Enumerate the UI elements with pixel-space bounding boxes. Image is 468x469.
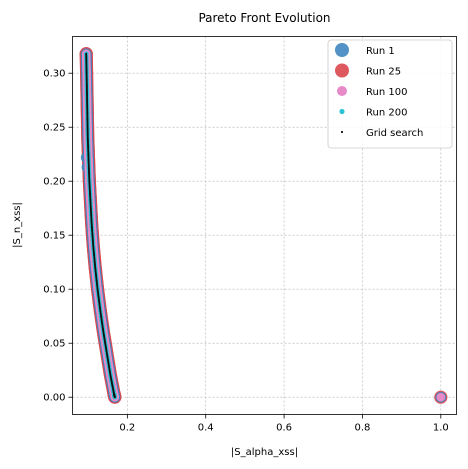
x-tick-label: 0.2 — [119, 423, 135, 434]
legend-marker — [335, 43, 349, 57]
x-tick-label: 1.0 — [433, 423, 449, 434]
x-axis-label: |S_alpha_xss| — [231, 447, 298, 458]
x-tick-label: 0.8 — [355, 423, 371, 434]
y-tick-label: 0.30 — [43, 69, 65, 80]
legend-marker — [340, 130, 344, 134]
legend-marker — [339, 108, 345, 115]
legend-label: Run 1 — [366, 46, 395, 57]
y-tick-label: 0.05 — [43, 339, 65, 350]
y-axis-ticks: 0.00 0.05 0.10 0.15 0.20 0.25 0.30 — [43, 69, 73, 404]
y-tick-label: 0.20 — [43, 177, 65, 188]
y-tick-label: 0.15 — [43, 231, 65, 242]
y-axis-label: |S_n_xss| — [12, 202, 23, 248]
legend-box — [327, 39, 453, 149]
point — [436, 392, 446, 402]
y-tick-label: 0.10 — [43, 285, 65, 296]
x-tick-label: 0.4 — [198, 423, 214, 434]
legend-label: Grid search — [366, 128, 423, 139]
legend-marker — [335, 63, 349, 78]
x-axis-ticks: 0.2 0.4 0.6 0.8 1.0 — [119, 414, 449, 434]
legend-label: Run 25 — [366, 67, 401, 78]
legend-label: Run 200 — [366, 108, 407, 119]
x-tick-label: 0.6 — [276, 423, 292, 434]
series-layer — [79, 47, 448, 404]
point — [113, 396, 116, 399]
y-tick-label: 0.00 — [43, 393, 65, 404]
series-grid-search — [85, 52, 116, 399]
legend-marker — [337, 86, 347, 96]
legend-label: Run 100 — [366, 87, 407, 98]
legend: Run 1 Run 25 Run 100 Run 200 Grid search — [327, 39, 453, 149]
y-tick-label: 0.25 — [43, 123, 65, 134]
plot-frame — [72, 36, 457, 415]
chart-title: Pareto Front Evolution — [198, 11, 330, 25]
